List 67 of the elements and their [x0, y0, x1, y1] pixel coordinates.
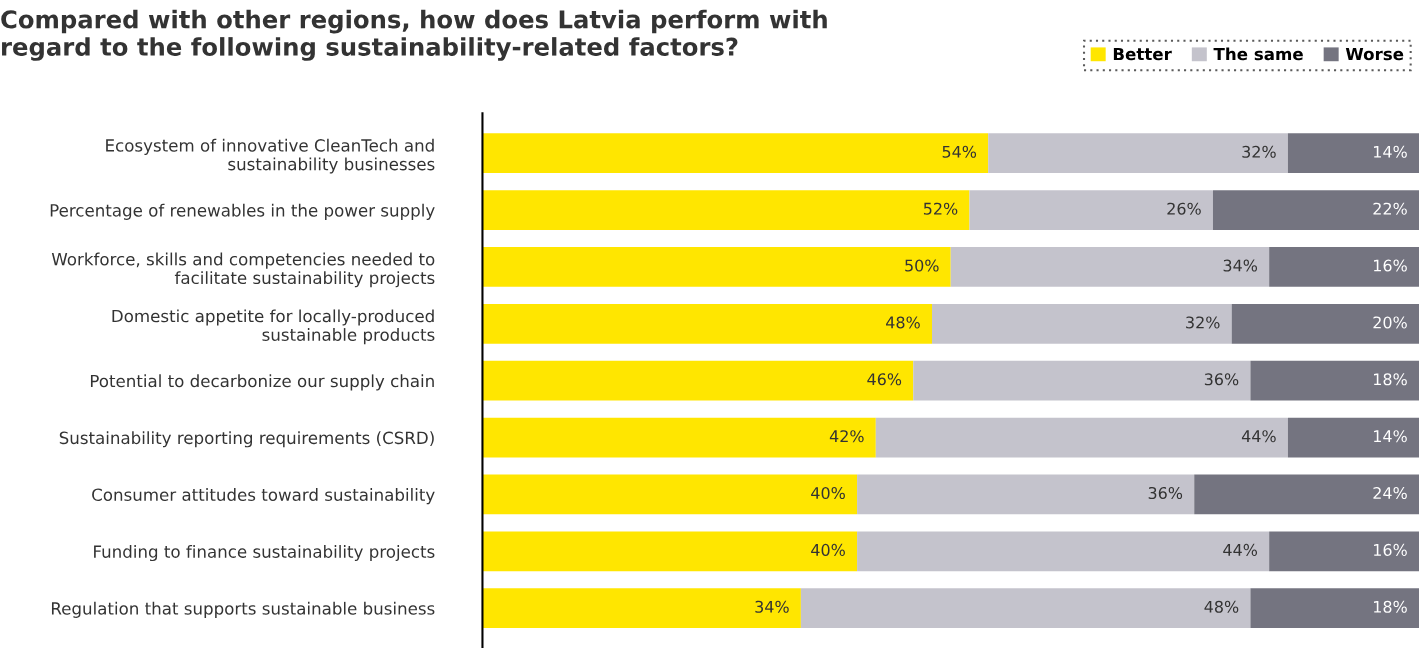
- bar: [1250, 588, 1419, 629]
- data-label: 44%: [1241, 430, 1276, 443]
- bar: [482, 133, 989, 174]
- bar: [1231, 303, 1419, 344]
- data-label: 40%: [811, 487, 845, 500]
- y-tick-label: Workforce, skills and competencies needed to facilitate sustainability projects: [51, 252, 435, 288]
- data-label: 14%: [1374, 430, 1407, 443]
- y-tick-label: Percentage of renewables in the power supply: [50, 203, 435, 220]
- bar: [482, 247, 951, 287]
- data-label: 14%: [1374, 145, 1407, 158]
- chart-title: Compared with other regions, how does Latvia perform with regard to the following sustainability-related factors?: [1, 9, 827, 61]
- bar: [482, 588, 801, 629]
- data-label: 22%: [1373, 202, 1407, 215]
- bar: [857, 474, 1195, 515]
- data-label: 42%: [829, 430, 864, 443]
- y-tick-label: Sustainability reporting requirements (CSRD): [59, 431, 434, 448]
- bar: [1194, 474, 1419, 515]
- bar: [969, 190, 1213, 230]
- y-tick-label: Consumer attitudes toward sustainability: [92, 488, 435, 505]
- y-tick-label: Domestic appetite for locally-produced sustainable products: [112, 309, 435, 345]
- y-tick-label: Ecosystem of innovative CleanTech and sustainability businesses: [106, 138, 435, 174]
- bar: [988, 133, 1288, 174]
- bar: [482, 474, 858, 515]
- data-label: 40%: [811, 543, 845, 556]
- data-label: 34%: [1223, 259, 1258, 272]
- data-label: 18%: [1374, 600, 1407, 613]
- data-label: 50%: [905, 259, 939, 272]
- bar: [913, 360, 1251, 401]
- legend-label: The same: [1213, 47, 1303, 61]
- data-label: 24%: [1373, 487, 1407, 500]
- bar: [1269, 247, 1419, 287]
- bar: [800, 588, 1251, 629]
- bar: [1287, 417, 1419, 458]
- data-label: 52%: [923, 202, 958, 215]
- bar: [482, 190, 970, 230]
- data-label: 16%: [1374, 543, 1407, 556]
- bar: [1250, 360, 1419, 401]
- bar: [482, 303, 932, 344]
- data-label: 26%: [1167, 202, 1201, 215]
- data-label: 34%: [755, 600, 789, 613]
- bar: [932, 303, 1232, 344]
- y-tick-label: Funding to finance sustainability projects: [94, 544, 435, 562]
- y-tick-label: Potential to decarbonize our supply chain: [90, 374, 434, 391]
- bar: [482, 360, 914, 401]
- bar: [482, 417, 876, 458]
- data-label: 48%: [886, 316, 920, 329]
- legend-label: Better: [1113, 47, 1172, 61]
- bar: [1287, 133, 1419, 174]
- data-label: 48%: [1204, 600, 1239, 613]
- data-label: 18%: [1374, 373, 1407, 386]
- data-label: 54%: [942, 145, 977, 158]
- data-label: 36%: [1204, 373, 1239, 386]
- data-label: 36%: [1148, 487, 1183, 500]
- bar: [875, 417, 1288, 458]
- data-label: 20%: [1373, 316, 1407, 329]
- bar: [482, 531, 858, 572]
- legend-label: Worse: [1345, 47, 1404, 61]
- data-label: 44%: [1223, 543, 1258, 556]
- data-label: 46%: [867, 373, 902, 386]
- bar: [857, 531, 1270, 572]
- data-label: 32%: [1242, 145, 1276, 158]
- data-label: 16%: [1374, 259, 1407, 272]
- y-tick-label: Regulation that supports sustainable business: [51, 601, 435, 618]
- bar: [950, 247, 1270, 287]
- data-label: 32%: [1186, 316, 1220, 329]
- bar: [1269, 531, 1419, 572]
- bar: [1212, 190, 1419, 230]
